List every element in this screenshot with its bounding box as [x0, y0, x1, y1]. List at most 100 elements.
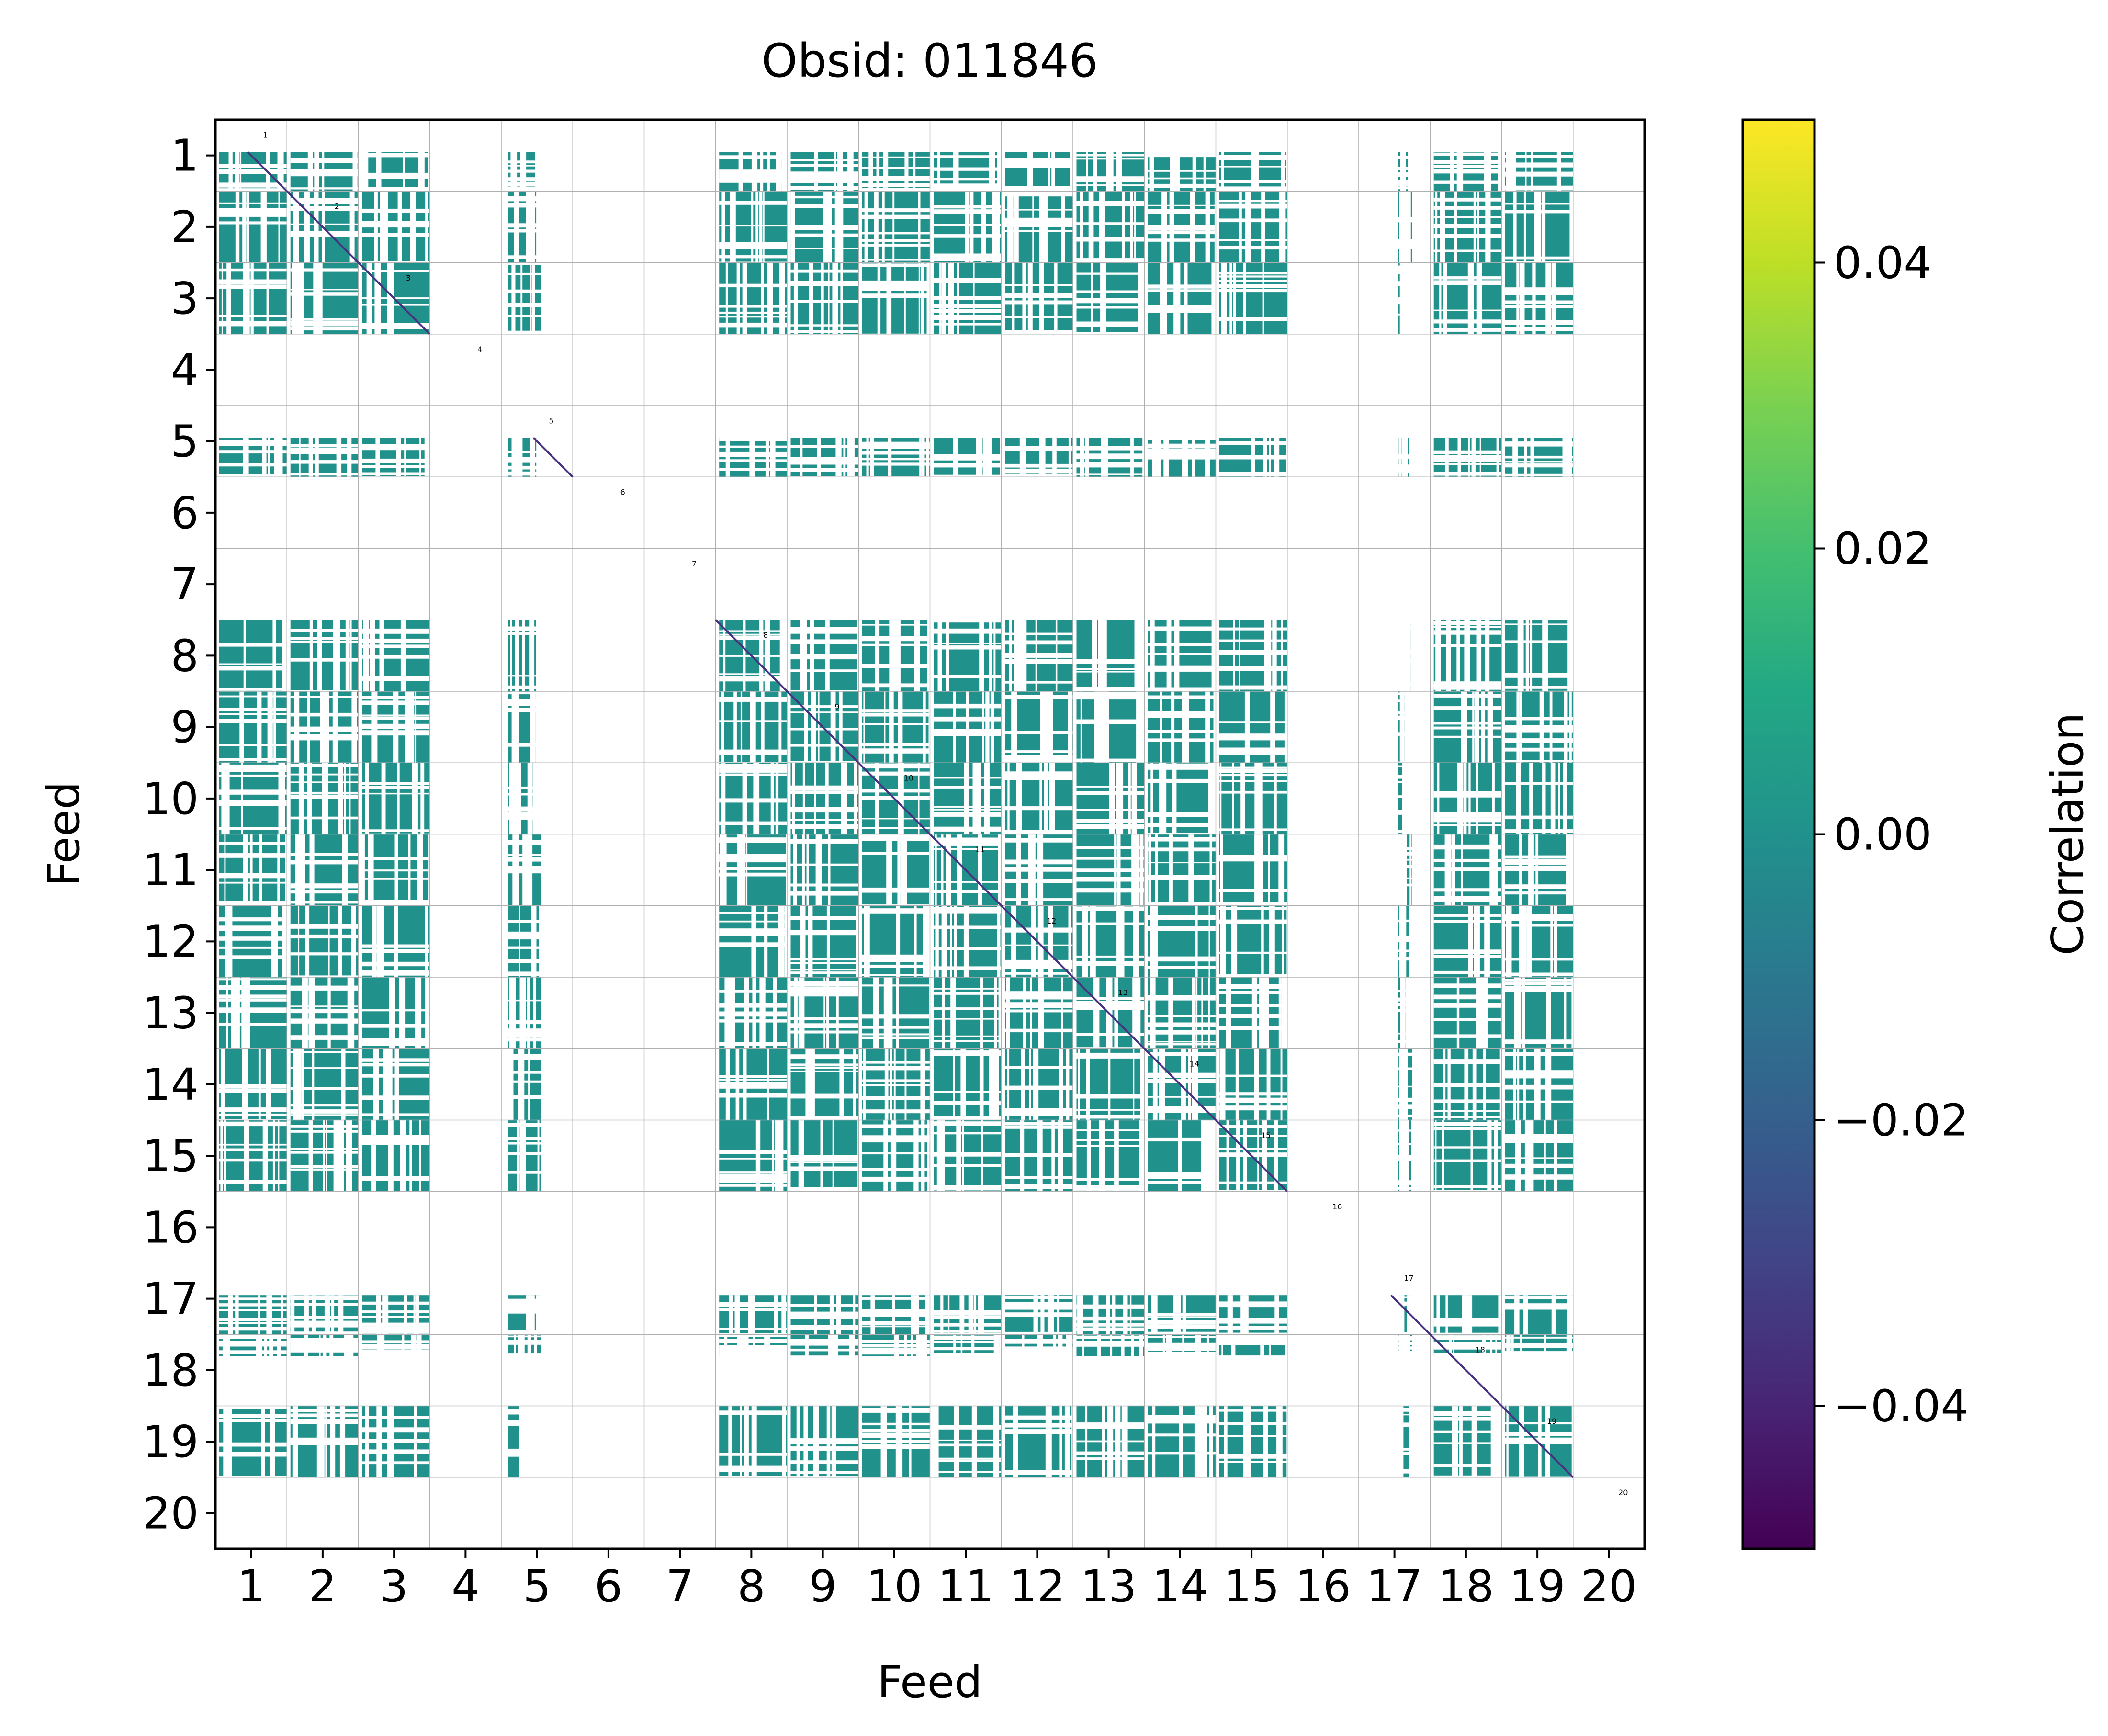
heatmap-stripe: [1182, 691, 1184, 763]
heatmap-stripe: [508, 1080, 541, 1083]
heatmap-stripe: [1433, 450, 1502, 454]
heatmap-stripe: [781, 1295, 787, 1335]
heatmap-stripe: [993, 1334, 1000, 1356]
colorbar: [1741, 118, 1816, 1550]
heatmap-stripe: [219, 202, 287, 204]
heatmap-stripe: [1051, 1120, 1055, 1192]
heatmap-cell-block: [362, 763, 430, 834]
heatmap-stripe: [730, 191, 736, 263]
heatmap-stripe: [349, 620, 352, 692]
heatmap-stripe: [1517, 620, 1524, 692]
heatmap-stripe: [984, 763, 990, 834]
heatmap-stripe: [898, 691, 903, 763]
heatmap-stripe: [510, 1048, 514, 1120]
heatmap-stripe: [764, 905, 768, 978]
heatmap-stripe: [743, 1334, 747, 1356]
heatmap-stripe: [1470, 1120, 1473, 1192]
heatmap-cell-block: [790, 1048, 859, 1120]
heatmap-stripe: [299, 438, 301, 477]
heatmap-stripe: [1070, 152, 1074, 192]
heatmap-stripe: [1433, 817, 1502, 823]
heatmap-stripe: [934, 1457, 1002, 1460]
heatmap-stripe: [719, 311, 787, 314]
heatmap-stripe: [1076, 1440, 1145, 1443]
heatmap-stripe: [1077, 1295, 1083, 1335]
heatmap-stripe: [1505, 686, 1573, 689]
heatmap-stripe: [1276, 1406, 1283, 1477]
heatmap-stripe: [1443, 262, 1447, 334]
heatmap-stripe: [337, 620, 340, 692]
heatmap-stripe: [1091, 262, 1093, 334]
heatmap-stripe: [219, 708, 287, 711]
heatmap-stripe: [362, 1352, 430, 1357]
heatmap-stripe: [362, 233, 430, 237]
heatmap-stripe: [1053, 1334, 1057, 1356]
heatmap-stripe: [1076, 272, 1145, 275]
heatmap-stripe: [1251, 977, 1258, 1049]
heatmap-stripe: [960, 1048, 966, 1120]
heatmap-stripe: [974, 1295, 977, 1335]
heatmap-stripe: [1505, 985, 1573, 990]
heatmap-stripe: [1506, 152, 1511, 192]
heatmap-stripe: [1245, 691, 1248, 763]
heatmap-stripe: [790, 1023, 859, 1028]
heatmap-stripe: [219, 695, 287, 698]
x-tick-label: 9: [809, 1561, 837, 1612]
heatmap-stripe: [1148, 455, 1216, 460]
heatmap-stripe: [290, 289, 359, 291]
heatmap-stripe: [970, 191, 974, 263]
heatmap-stripe: [1155, 905, 1158, 978]
heatmap-stripe: [790, 476, 859, 481]
heatmap-stripe: [1076, 453, 1145, 459]
heatmap-stripe: [724, 1334, 728, 1356]
heatmap-stripe: [1274, 438, 1276, 477]
heatmap-stripe: [1209, 834, 1212, 906]
heatmap-stripe: [1005, 222, 1073, 227]
heatmap-grid: [215, 120, 1645, 1549]
heatmap-stripe: [1494, 834, 1498, 906]
heatmap-stripe: [1505, 891, 1573, 895]
heatmap-stripe: [1219, 666, 1287, 670]
heatmap-stripe: [1005, 760, 1073, 763]
heatmap-stripe: [862, 1312, 930, 1317]
heatmap-stripe: [352, 152, 358, 192]
heatmap-stripe: [1398, 683, 1412, 687]
heatmap-stripe: [1005, 1126, 1073, 1129]
heatmap-stripe: [862, 887, 930, 893]
heatmap-stripe: [1076, 154, 1145, 157]
heatmap-stripe: [333, 1120, 339, 1192]
block-label: 18: [1476, 1345, 1485, 1354]
y-tick-label: 15: [143, 1130, 199, 1182]
heatmap-stripe: [1131, 763, 1137, 834]
colorbar-label: Correlation: [2042, 712, 2093, 955]
heatmap-stripe: [1439, 262, 1442, 334]
heatmap-stripe: [393, 691, 399, 763]
heatmap-stripe: [934, 966, 1002, 970]
heatmap-stripe: [793, 834, 797, 906]
heatmap-stripe: [290, 1035, 359, 1040]
heatmap-stripe: [1433, 224, 1502, 228]
heatmap-stripe: [362, 447, 430, 451]
heatmap-stripe: [1148, 834, 1151, 906]
heatmap-stripe: [1433, 735, 1502, 738]
heatmap-stripe: [936, 1120, 942, 1192]
heatmap-stripe: [508, 971, 541, 976]
heatmap-stripe: [362, 1042, 430, 1046]
heatmap-stripe: [1005, 1354, 1073, 1357]
heatmap-stripe: [1281, 977, 1288, 1049]
heatmap-stripe: [1263, 977, 1269, 1049]
heatmap-stripe: [1086, 152, 1088, 192]
heatmap-stripe: [1005, 840, 1073, 843]
heatmap-stripe: [1204, 1120, 1210, 1192]
heatmap-stripe: [737, 834, 742, 906]
heatmap-stripe: [839, 691, 843, 763]
heatmap-stripe: [1148, 915, 1216, 920]
heatmap-stripe: [278, 191, 280, 263]
heatmap-stripe: [934, 1164, 1002, 1167]
heatmap-stripe: [1148, 209, 1216, 214]
heatmap-stripe: [1505, 1100, 1573, 1103]
heatmap-stripe: [290, 268, 359, 272]
heatmap-stripe: [1148, 812, 1216, 817]
heatmap-stripe: [538, 620, 543, 692]
heatmap-stripe: [719, 459, 787, 462]
